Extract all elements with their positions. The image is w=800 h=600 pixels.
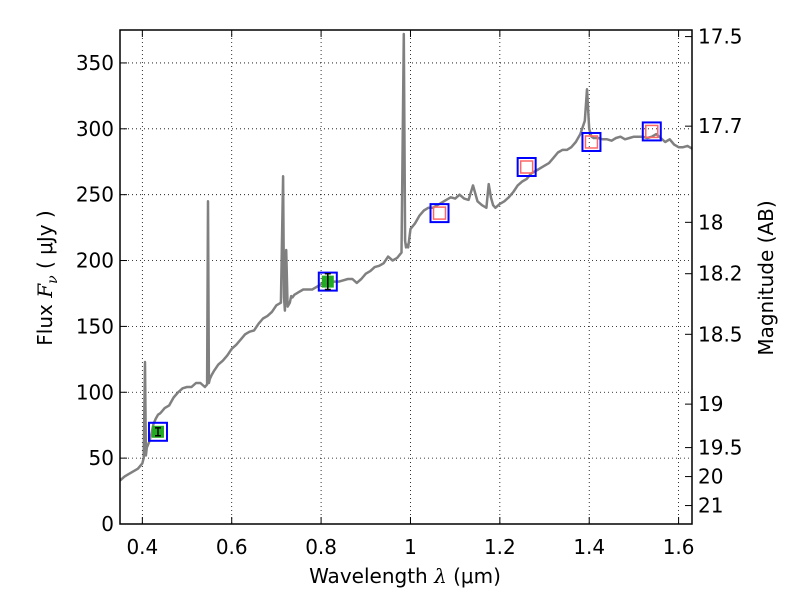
y2-tick-label: 18 <box>698 210 723 234</box>
x-tick-label: 1.4 <box>573 535 605 559</box>
spectrum-layer <box>120 32 692 482</box>
y2-tick-label: 19 <box>698 392 723 416</box>
y-tick-label: 250 <box>76 183 114 207</box>
y2-tick-label: 20 <box>698 465 723 489</box>
y-tick-label: 150 <box>76 314 114 338</box>
y2-tick-label: 19.5 <box>698 436 743 460</box>
y-axis-title: Flux Fν ( μJy ) <box>33 210 61 345</box>
y2-tick-label: 17.5 <box>698 25 743 49</box>
ticks-layer: 0.4 0.6 0.8 1 1.2 1.4 1.6 0 50 100 150 200 250 300 350… <box>76 25 743 559</box>
y2-axis-title: Magnitude (AB) <box>754 200 778 355</box>
photometry-box <box>429 203 450 224</box>
x-tick-label: 0.4 <box>126 535 158 559</box>
photometry-box <box>641 121 662 142</box>
y-tick-label: 50 <box>89 446 114 470</box>
y2-tick-label: 17.7 <box>698 114 743 138</box>
photometry-marker <box>519 160 534 174</box>
photometry-point <box>516 157 537 178</box>
x-tick-label: 1 <box>404 535 417 559</box>
x-tick-label: 1.2 <box>484 535 516 559</box>
photometry-marker <box>584 135 599 149</box>
photometry-point <box>147 421 168 442</box>
y-tick-label: 350 <box>76 51 114 75</box>
photometry-box <box>581 131 602 152</box>
x-axis-title: Wavelength λ (μm) <box>309 564 501 588</box>
y-tick-label: 0 <box>101 512 114 536</box>
y-tick-label: 100 <box>76 380 114 404</box>
x-tick-label: 1.6 <box>663 535 695 559</box>
photometry-marker <box>432 206 447 220</box>
grid-layer <box>120 30 692 525</box>
photometry-box <box>516 157 537 178</box>
plot-frame <box>119 29 693 525</box>
photometry-marker <box>645 124 659 139</box>
photometry-point <box>317 271 338 292</box>
y2-tick-label: 18.2 <box>698 262 743 286</box>
photometry-layer <box>147 121 662 442</box>
photometry-point <box>581 131 602 152</box>
photometry-box <box>317 271 338 292</box>
photometry-box <box>147 421 168 442</box>
spectrum-line <box>120 32 692 482</box>
y2-tick-label: 18.5 <box>698 322 743 346</box>
photometry-point <box>641 121 662 142</box>
y-tick-label: 200 <box>76 249 114 273</box>
y2-tick-label: 21 <box>698 494 723 518</box>
x-tick-label: 0.6 <box>216 535 248 559</box>
x-tick-label: 0.8 <box>305 535 337 559</box>
y-tick-label: 300 <box>76 117 114 141</box>
photometry-point <box>429 203 450 224</box>
